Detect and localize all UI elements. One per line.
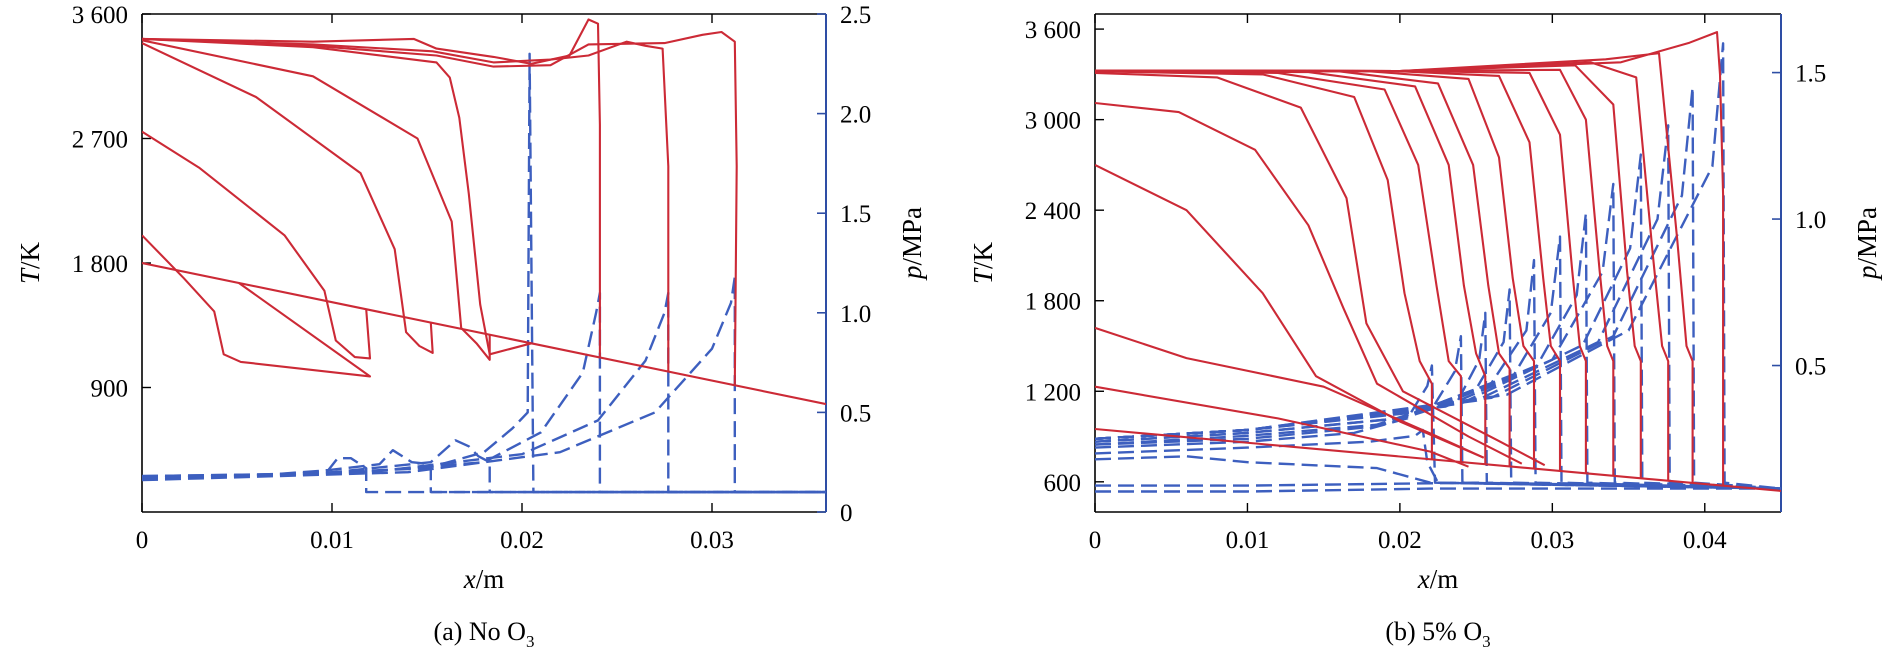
x-tick-label: 0 [1089,527,1102,554]
y-right-tick-label: 0.5 [1795,354,1826,381]
pressure-curve-3 [142,439,826,494]
y-right-tick-label: 1.5 [840,201,871,228]
y-left-tick-label: 2 400 [1025,198,1081,225]
temperature-curve-5 [142,39,491,361]
pressure-curve-7 [1095,311,1781,490]
pressure-curve-16 [1095,42,1781,490]
y-left-tick-label: 1 200 [1025,379,1081,406]
pressure-curve-6 [142,291,826,494]
y-left-axis-title: T/K [15,241,45,284]
pressure-curve-6 [1095,335,1781,490]
chart-panel-2: 0 0.01 0.02 0.03 0.04 600 1 200 1 800 2 400 3 000… [968,13,1882,651]
y-left-tick-label: 1 800 [1025,289,1081,316]
y-right-tick-label: 1.0 [1795,207,1826,234]
panel-caption: (a) No O3 [434,617,535,651]
x-tick-label: 0.02 [1378,527,1422,554]
temperature-curve-7 [1095,70,1433,460]
y-left-tick-label: 600 [1044,470,1082,497]
y-right-axis-title: p/MPa [1852,207,1882,281]
temperature-curve-3 [142,130,372,360]
y-left-tick-label: 3 600 [72,2,128,29]
y-right-tick-label: 2.0 [840,102,871,129]
y-right-tick-label: 1.5 [1795,61,1826,88]
y-right-tick-label: 0 [840,500,853,527]
pressure-curve-7 [142,275,826,494]
temperature-curve-4 [142,42,434,354]
pressure-curve-2 [142,449,826,494]
temperature-curve-9 [1095,70,1487,465]
y-left-tick-label: 3 000 [1025,108,1081,135]
y-left-tick-label: 3 600 [1025,17,1081,44]
temperature-curve-11 [1095,69,1536,469]
temperature-curve-7 [142,18,601,358]
y-left-tick-label: 1 800 [72,251,128,278]
chart-panel-1: 0 0.01 0.02 0.03 900 1 800 2 700 3 600 0 0.5 1.0 1.… [15,2,927,651]
plot-area [142,18,826,494]
y-right-tick-label: 2.5 [840,2,871,29]
temperature-curve-6 [1095,71,1546,467]
temperature-curve-18 [1095,31,1725,486]
temperature-curve-16 [1095,61,1670,481]
x-tick-label: 0.04 [1683,527,1727,554]
pressure-curve-4 [142,52,826,494]
temperature-curve-1 [142,261,826,406]
y-right-tick-label: 1.0 [840,301,871,328]
temperature-curve-8 [142,37,670,372]
x-tick-label: 0.03 [690,527,734,554]
pressure-curve-1 [1095,487,1781,493]
y-left-tick-label: 900 [91,376,129,403]
y-left-tick-label: 2 700 [72,127,128,154]
x-axis-title: x/m [463,564,505,594]
pressure-curve-11 [1095,212,1781,490]
temperature-curve-5 [1095,101,1523,465]
temperature-curve-8 [1095,70,1462,462]
y-right-tick-label: 0.5 [840,400,871,427]
panel-caption: (b) 5% O3 [1385,617,1490,651]
x-tick-label: 0 [136,527,149,554]
x-tick-label: 0.02 [500,527,544,554]
x-tick-label: 0.01 [1226,527,1270,554]
temperature-curve-4 [1095,163,1485,459]
x-tick-label: 0.03 [1530,527,1574,554]
pressure-curve-14 [1095,124,1781,490]
pressure-curve-8 [1095,288,1781,490]
x-axis-title: x/m [1417,564,1459,594]
temperature-curve-15 [1095,64,1642,479]
y-left-axis-title: T/K [968,241,998,284]
pressure-curve-15 [1095,86,1781,490]
temperature-curve-2 [142,234,372,378]
y-right-axis-title: p/MPa [897,207,927,281]
temperature-curve-10 [1095,69,1511,467]
plot-area [1095,31,1781,493]
pressure-curve-5 [1095,364,1781,490]
temperature-curve-9 [142,30,738,386]
x-tick-label: 0.01 [310,527,354,554]
pressure-curve-9 [1095,258,1781,490]
temperature-curve-6 [142,37,532,356]
temperature-curve-1 [1095,427,1781,492]
temperature-curve-2 [1095,385,1469,468]
pressure-curve-4 [1095,428,1781,490]
pressure-curve-10 [1095,235,1781,490]
